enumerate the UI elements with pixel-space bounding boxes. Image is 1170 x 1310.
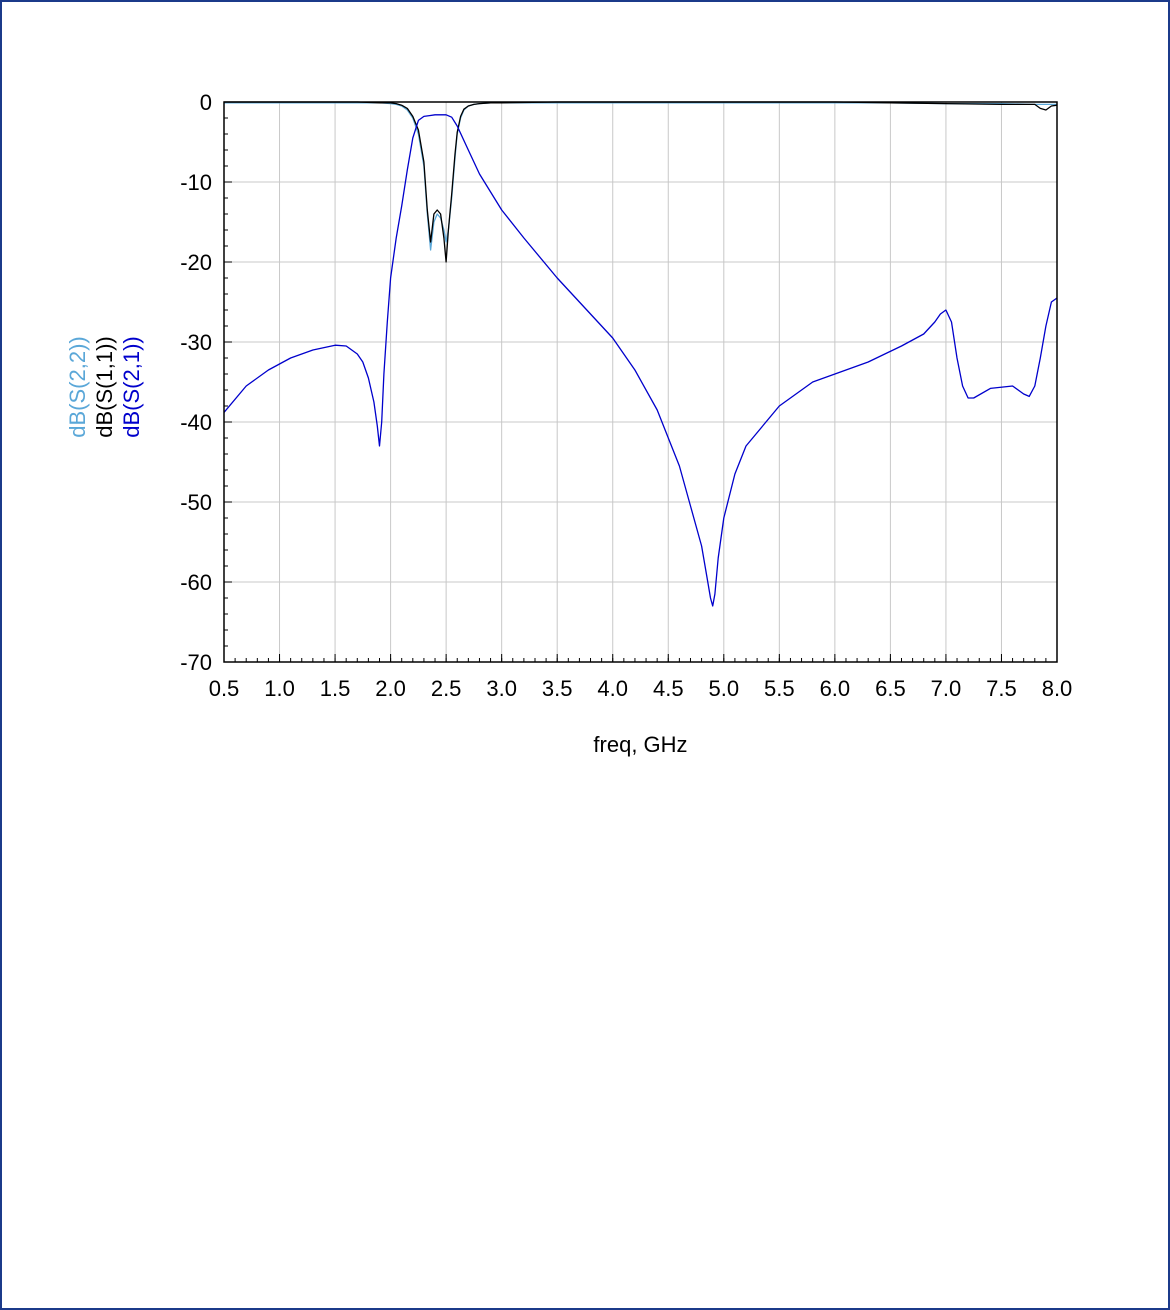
y-tick-label: -10 (180, 170, 212, 195)
y-tick-label: -50 (180, 490, 212, 515)
axis-ticks (223, 101, 1058, 663)
x-tick-label: 5.5 (764, 676, 795, 701)
x-tick-label: 6.5 (875, 676, 906, 701)
x-tick-labels: 0.5 1.0 1.5 2.0 2.5 3.0 3.5 4.0 4.5 5.0 5.5 6.0 6.5 7… (209, 676, 1073, 701)
plot-area-border (223, 101, 1058, 663)
y-tick-label: -70 (180, 650, 212, 675)
y-tick-label: -20 (180, 250, 212, 275)
x-tick-label: 2.5 (431, 676, 462, 701)
series-line-1 (224, 102, 1057, 251)
x-tick-label: 2.0 (375, 676, 406, 701)
x-tick-label: 1.5 (320, 676, 351, 701)
x-tick-label: 1.0 (264, 676, 295, 701)
y-tick-labels: 0 -10 -20 -30 -40 -50 -60 -70 (180, 90, 212, 675)
y-tick-label: 0 (200, 90, 212, 115)
legend-entry: dB(S(1,1)) (92, 336, 117, 437)
y-tick-label: -60 (180, 570, 212, 595)
x-tick-label: 6.0 (820, 676, 851, 701)
grid (223, 101, 1058, 663)
x-axis-title: freq, GHz (593, 732, 687, 757)
x-tick-label: 4.0 (597, 676, 628, 701)
x-tick-label: 4.5 (653, 676, 684, 701)
x-tick-label: 5.0 (709, 676, 740, 701)
y-tick-label: -40 (180, 410, 212, 435)
y-tick-label: -30 (180, 330, 212, 355)
series-lines (223, 101, 1058, 607)
x-tick-label: 3.0 (486, 676, 517, 701)
x-tick-label: 7.0 (931, 676, 962, 701)
legend-entry: dB(S(2,1)) (119, 336, 144, 437)
x-tick-label: 3.5 (542, 676, 573, 701)
legend: dB(S(2,2)) dB(S(1,1)) dB(S(2,1)) (65, 336, 144, 437)
x-tick-label: 0.5 (209, 676, 240, 701)
series-line-3 (223, 114, 1058, 607)
x-tick-label: 8.0 (1042, 676, 1073, 701)
legend-entry: dB(S(2,2)) (65, 336, 90, 437)
x-tick-label: 7.5 (986, 676, 1017, 701)
